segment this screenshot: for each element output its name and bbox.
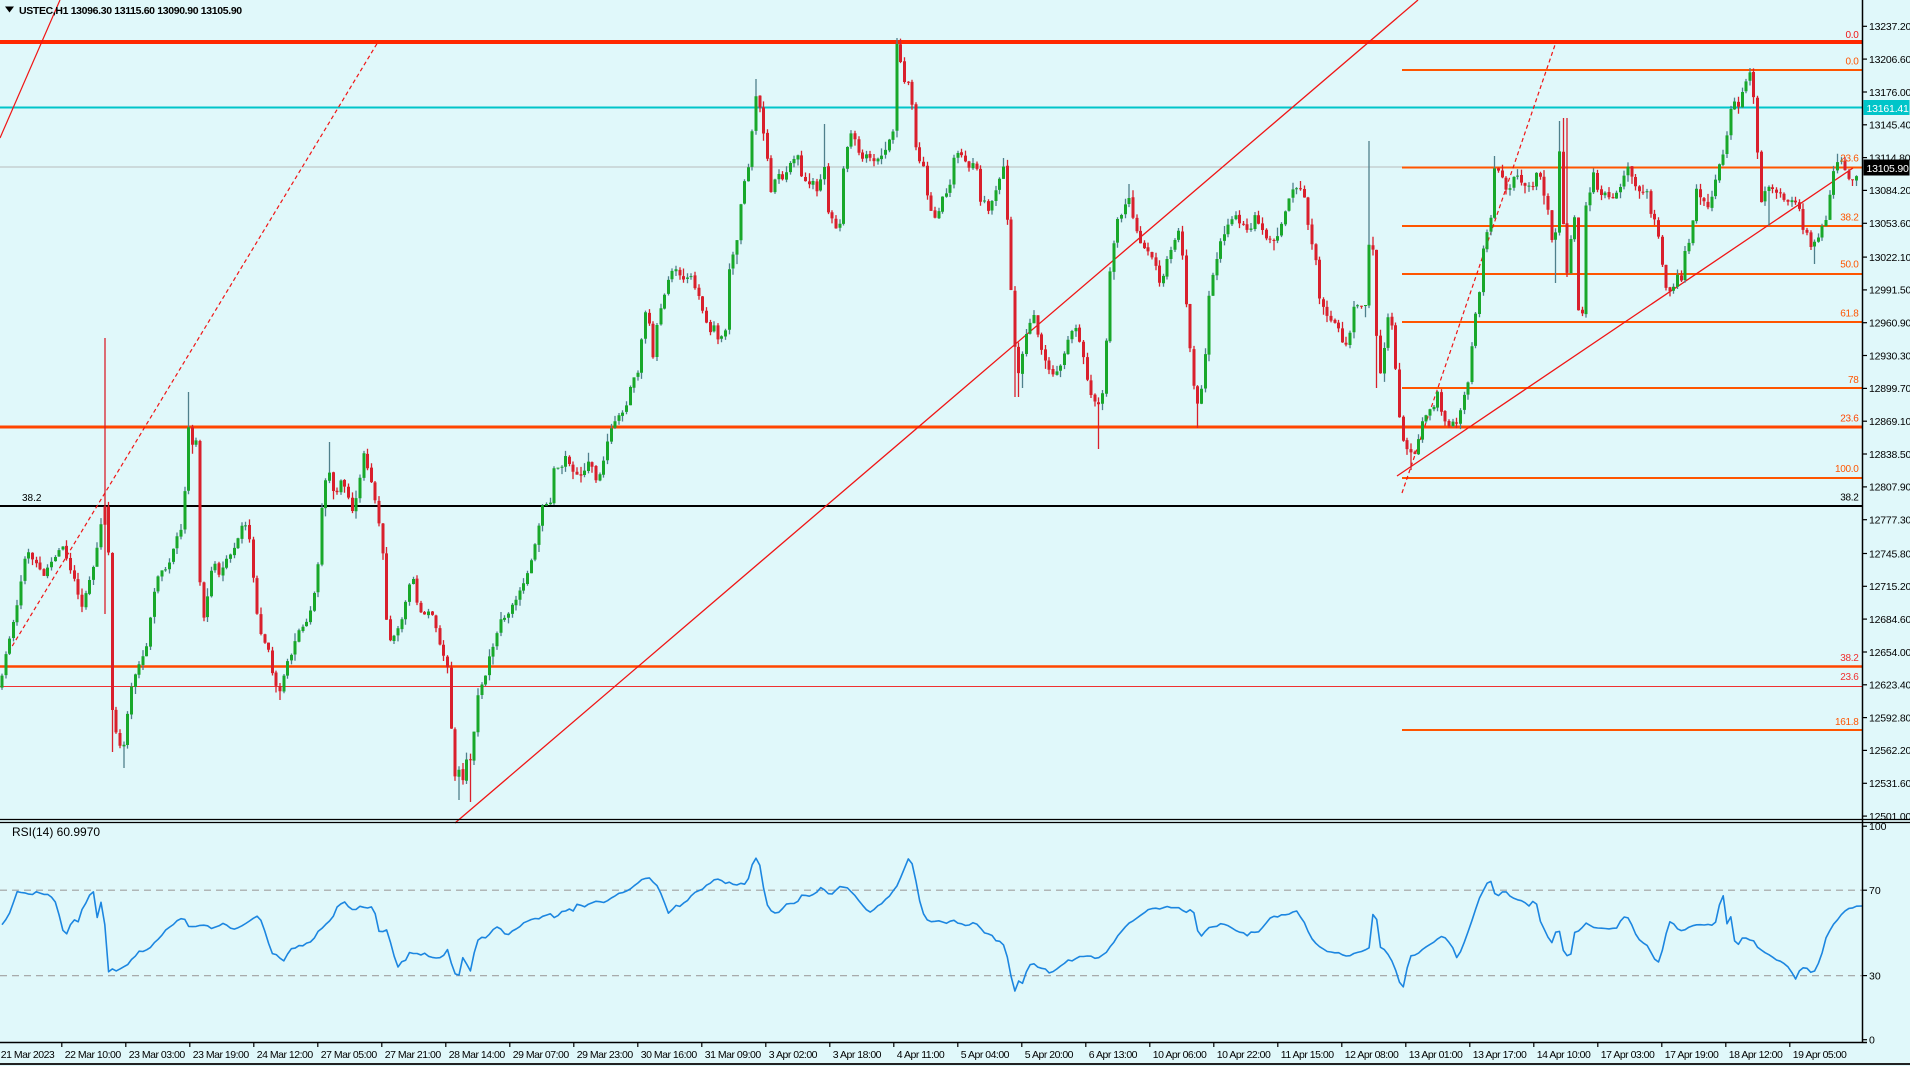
svg-text:0: 0 <box>1869 1035 1875 1047</box>
svg-text:61.8: 61.8 <box>1840 309 1859 320</box>
svg-text:5 Apr 04:00: 5 Apr 04:00 <box>961 1049 1010 1061</box>
svg-text:13084.20: 13084.20 <box>1869 185 1910 197</box>
svg-text:12623.40: 12623.40 <box>1869 680 1910 692</box>
svg-text:38.2: 38.2 <box>1840 213 1859 224</box>
svg-text:78: 78 <box>1848 375 1859 386</box>
svg-text:12960.90: 12960.90 <box>1869 318 1910 330</box>
svg-text:21 Mar 2023: 21 Mar 2023 <box>1 1049 55 1061</box>
svg-text:13 Apr 17:00: 13 Apr 17:00 <box>1473 1049 1527 1061</box>
svg-text:161.8: 161.8 <box>1835 717 1859 728</box>
svg-text:12531.60: 12531.60 <box>1869 778 1910 790</box>
svg-text:23.6: 23.6 <box>1840 154 1859 165</box>
svg-text:13 Apr 01:00: 13 Apr 01:00 <box>1409 1049 1463 1061</box>
svg-text:12715.20: 12715.20 <box>1869 581 1910 593</box>
svg-text:23.6: 23.6 <box>1840 414 1859 425</box>
svg-text:70: 70 <box>1869 885 1881 897</box>
svg-text:100: 100 <box>1869 821 1887 833</box>
svg-text:USTEC,H1 13096.30 13115.60 130: USTEC,H1 13096.30 13115.60 13090.90 1310… <box>19 5 242 17</box>
svg-text:12807.90: 12807.90 <box>1869 482 1910 494</box>
svg-text:38.2: 38.2 <box>22 493 42 504</box>
svg-text:12777.30: 12777.30 <box>1869 515 1910 527</box>
svg-text:RSI(14) 60.9970: RSI(14) 60.9970 <box>12 825 100 839</box>
svg-text:12838.50: 12838.50 <box>1869 449 1910 461</box>
svg-text:13176.00: 13176.00 <box>1869 87 1910 99</box>
svg-text:12991.50: 12991.50 <box>1869 285 1910 297</box>
svg-text:19 Apr 05:00: 19 Apr 05:00 <box>1793 1049 1847 1061</box>
svg-text:50.0: 50.0 <box>1840 260 1859 271</box>
svg-text:30: 30 <box>1869 970 1881 982</box>
svg-text:27 Mar 21:00: 27 Mar 21:00 <box>385 1049 442 1061</box>
svg-text:23 Mar 03:00: 23 Mar 03:00 <box>129 1049 186 1061</box>
svg-text:11 Apr 15:00: 11 Apr 15:00 <box>1281 1049 1334 1061</box>
svg-text:12930.30: 12930.30 <box>1869 350 1910 362</box>
svg-text:13206.60: 13206.60 <box>1869 54 1910 66</box>
svg-text:13161.41: 13161.41 <box>1867 103 1910 115</box>
svg-text:10 Apr 22:00: 10 Apr 22:00 <box>1217 1049 1271 1061</box>
svg-text:100.0: 100.0 <box>1835 464 1859 475</box>
svg-text:12869.10: 12869.10 <box>1869 416 1910 428</box>
svg-text:12899.70: 12899.70 <box>1869 383 1910 395</box>
svg-text:28 Mar 14:00: 28 Mar 14:00 <box>449 1049 506 1061</box>
svg-text:17 Apr 03:00: 17 Apr 03:00 <box>1601 1049 1655 1061</box>
svg-text:13105.90: 13105.90 <box>1867 163 1910 175</box>
svg-text:13237.20: 13237.20 <box>1869 21 1910 33</box>
svg-text:12684.60: 12684.60 <box>1869 614 1910 626</box>
svg-text:5 Apr 20:00: 5 Apr 20:00 <box>1025 1049 1074 1061</box>
svg-text:12592.80: 12592.80 <box>1869 712 1910 724</box>
svg-text:14 Apr 10:00: 14 Apr 10:00 <box>1537 1049 1591 1061</box>
svg-text:12562.20: 12562.20 <box>1869 745 1910 757</box>
svg-text:13022.10: 13022.10 <box>1869 252 1910 264</box>
svg-text:38.2: 38.2 <box>1840 653 1859 664</box>
svg-text:24 Mar 12:00: 24 Mar 12:00 <box>257 1049 314 1061</box>
svg-text:3 Apr 02:00: 3 Apr 02:00 <box>769 1049 818 1061</box>
svg-text:31 Mar 09:00: 31 Mar 09:00 <box>705 1049 762 1061</box>
svg-text:12654.00: 12654.00 <box>1869 647 1910 659</box>
svg-text:10 Apr 06:00: 10 Apr 06:00 <box>1153 1049 1207 1061</box>
svg-text:12501.00: 12501.00 <box>1869 811 1910 823</box>
svg-text:30 Mar 16:00: 30 Mar 16:00 <box>641 1049 698 1061</box>
svg-text:0.0: 0.0 <box>1845 30 1859 41</box>
svg-text:27 Mar 05:00: 27 Mar 05:00 <box>321 1049 378 1061</box>
svg-text:6 Apr 13:00: 6 Apr 13:00 <box>1089 1049 1138 1061</box>
svg-text:12 Apr 08:00: 12 Apr 08:00 <box>1345 1049 1399 1061</box>
svg-text:17 Apr 19:00: 17 Apr 19:00 <box>1665 1049 1719 1061</box>
svg-text:13053.60: 13053.60 <box>1869 218 1910 230</box>
svg-text:38.2: 38.2 <box>1840 493 1859 504</box>
svg-text:0.0: 0.0 <box>1845 57 1859 68</box>
svg-text:23.6: 23.6 <box>1840 672 1859 683</box>
svg-text:29 Mar 07:00: 29 Mar 07:00 <box>513 1049 570 1061</box>
svg-text:22 Mar 10:00: 22 Mar 10:00 <box>65 1049 122 1061</box>
svg-text:18 Apr 12:00: 18 Apr 12:00 <box>1729 1049 1783 1061</box>
svg-text:23 Mar 19:00: 23 Mar 19:00 <box>193 1049 250 1061</box>
svg-text:13145.40: 13145.40 <box>1869 120 1910 132</box>
svg-text:12745.80: 12745.80 <box>1869 548 1910 560</box>
svg-text:3 Apr 18:00: 3 Apr 18:00 <box>833 1049 882 1061</box>
svg-text:29 Mar 23:00: 29 Mar 23:00 <box>577 1049 634 1061</box>
svg-text:4 Apr 11:00: 4 Apr 11:00 <box>897 1049 945 1061</box>
